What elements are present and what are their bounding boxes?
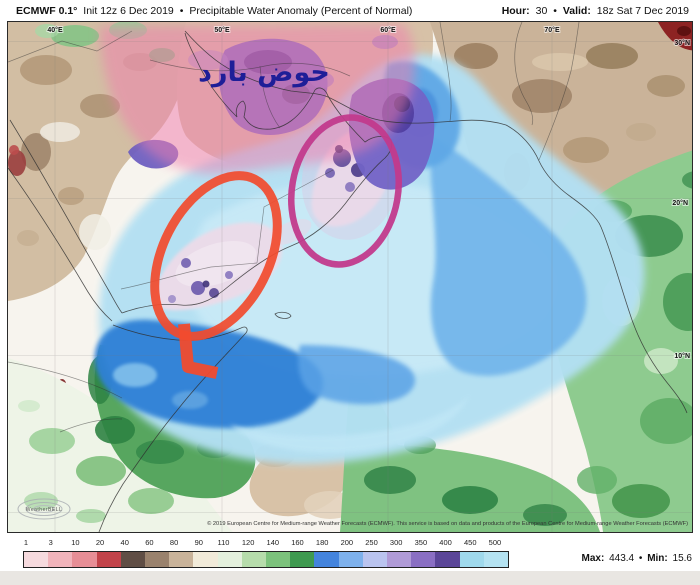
colorbar-segment <box>483 552 509 567</box>
magenta-circle-annotation <box>287 114 403 268</box>
lat-label-10n: 10°N <box>674 352 690 360</box>
colorbar-segment <box>338 552 363 567</box>
lon-label-40e: 40°E <box>47 26 63 34</box>
orange-tail-annotation <box>178 323 219 379</box>
colorbar-segment <box>169 552 194 567</box>
colorbar-tick: 120 <box>241 538 255 547</box>
lat-label-20n: 20°N <box>672 199 688 207</box>
coordinate-labels: 40°E 50°E 60°E 70°E 30°N 20°N 10°N <box>46 25 691 361</box>
colorbar-tick: 350 <box>414 538 428 547</box>
colorbar-tick: 300 <box>389 538 403 547</box>
colorbar <box>23 551 509 568</box>
colorbar-tick: 20 <box>95 538 105 547</box>
colorbar-segment <box>72 552 97 567</box>
colorbar-segment <box>387 552 412 567</box>
colorbar-segment <box>145 552 170 567</box>
colorbar-tick: 180 <box>315 538 329 547</box>
hour-value: 30 <box>535 5 548 17</box>
max-label: Max: <box>581 553 605 564</box>
map-canvas: 40°E 50°E 60°E 70°E 30°N 20°N 10°N Weath… <box>7 21 693 533</box>
bottom-gray-strip <box>0 571 700 585</box>
colorbar-segment <box>217 552 242 567</box>
colorbar-tick: 400 <box>439 538 452 547</box>
lon-label-50e: 50°E <box>214 26 230 34</box>
colorbar-segment <box>193 552 218 567</box>
lon-label-70e: 70°E <box>544 26 560 34</box>
lat-label-30n: 30°N <box>674 39 690 47</box>
title-bullet2: • <box>553 5 557 17</box>
maxmin-bullet: • <box>638 553 643 564</box>
colorbar-tick: 110 <box>217 538 230 547</box>
colorbar-tick: 10 <box>71 538 80 547</box>
min-label: Min: <box>647 553 668 564</box>
colorbar-tick: 1 <box>23 538 29 547</box>
colorbar-tick: 40 <box>120 538 129 547</box>
valid-label: Valid: <box>562 5 591 17</box>
colorbar-tick: 160 <box>291 538 304 547</box>
weatherbell-logo: WeatherBELL <box>17 498 71 520</box>
colorbar-tick: 3 <box>48 538 53 547</box>
colorbar-tick-labels: 1 3 10 20 40 60 80 90 110 120 140 160 180 200 250 300 35… <box>23 538 515 549</box>
colorbar-tick: 90 <box>194 538 203 547</box>
colorbar-tick: 140 <box>266 538 280 547</box>
max-min-readout: Max: 443.4 • Min: 15.6 <box>580 553 692 564</box>
max-value: 443.4 <box>609 553 635 564</box>
title-bullet: • <box>179 5 184 17</box>
title-left: ECMWF 0.1° Init 12z 6 Dec 2019 • Precipi… <box>16 5 415 17</box>
colorbar-tick: 450 <box>463 538 477 547</box>
colorbar-segment <box>48 552 73 567</box>
colorbar-tick: 80 <box>169 538 179 547</box>
colorbar-segment <box>241 552 267 567</box>
weather-field-svg: 40°E 50°E 60°E 70°E 30°N 20°N 10°N Weath… <box>8 22 692 532</box>
colorbar-segment <box>266 552 291 567</box>
hour-label: Hour: <box>501 5 530 17</box>
orange-circle-annotation <box>150 171 282 341</box>
copyright-text: © 2019 European Centre for Medium-range … <box>207 520 688 527</box>
colorbar-segment <box>459 552 484 567</box>
model-name: ECMWF 0.1° <box>16 5 78 17</box>
colorbar-segment <box>120 552 146 567</box>
graticule-grid <box>8 22 692 532</box>
colorbar-segment <box>362 552 388 567</box>
lon-label-60e: 60°E <box>380 26 396 34</box>
weatherbell-logo-text: WeatherBELL <box>26 507 63 513</box>
colorbar-segment <box>411 552 436 567</box>
title-bar: ECMWF 0.1° Init 12z 6 Dec 2019 • Precipi… <box>0 0 700 22</box>
title-right: Hour: 30 • Valid: 18z Sat 7 Dec 2019 <box>502 5 692 17</box>
colorbar-tick: 500 <box>488 538 502 547</box>
hand-drawn-annotations <box>150 114 403 379</box>
colorbar-segment <box>24 552 49 567</box>
colorbar-segment <box>314 552 339 567</box>
colorbar-tick: 200 <box>340 538 354 547</box>
product-name: Precipitable Water Anomaly (Percent of N… <box>189 5 413 17</box>
init-time: Init 12z 6 Dec 2019 <box>83 5 174 17</box>
colorbar-tick: 250 <box>365 538 378 547</box>
valid-value: 18z Sat 7 Dec 2019 <box>596 5 689 17</box>
min-value: 15.6 <box>672 553 692 564</box>
colorbar-segment <box>290 552 315 567</box>
colorbar-segment <box>435 552 460 567</box>
pink-highlight-overlay <box>100 24 416 174</box>
very-dry-red-spots <box>8 22 692 389</box>
colorbar-tick: 60 <box>145 538 154 547</box>
colorbar-segment <box>96 552 121 567</box>
